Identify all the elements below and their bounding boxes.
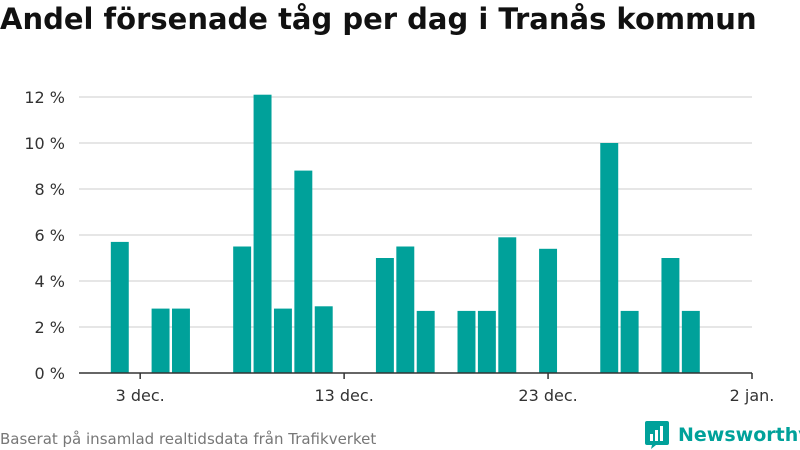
bar	[620, 310, 639, 373]
y-tick-label: 10 %	[24, 134, 65, 153]
bar	[396, 246, 415, 373]
bar	[681, 310, 700, 373]
y-tick-label: 6 %	[35, 226, 65, 245]
y-tick-label: 8 %	[35, 180, 65, 199]
bar	[314, 306, 333, 373]
y-tick-label: 0 %	[35, 364, 65, 383]
newsworthy-logo-icon	[645, 421, 669, 449]
source-note: Baserat på insamlad realtidsdata från Tr…	[0, 430, 377, 448]
bar	[273, 308, 292, 373]
y-tick-label: 12 %	[24, 88, 65, 107]
x-tick-label: 13 dec.	[314, 386, 373, 405]
bar	[253, 94, 272, 373]
x-tick-label: 3 dec.	[116, 386, 165, 405]
bar	[600, 143, 619, 373]
bar-chart: 0 % 2 % 4 % 6 % 8 % 10 % 12 % 3 dec. 13 dec. 23 d…	[24, 88, 774, 405]
bar	[661, 258, 680, 373]
bar	[457, 310, 476, 373]
bar	[477, 310, 496, 373]
chart-title: Andel försenade tåg per dag i Tranås kom…	[0, 2, 757, 36]
bar	[539, 248, 558, 373]
brand-name: Newsworthy	[678, 424, 800, 446]
bar	[416, 310, 435, 373]
brand-logo: Newsworthy	[644, 420, 800, 450]
bar	[110, 241, 129, 373]
x-tick-label: 23 dec.	[518, 386, 577, 405]
bar	[151, 308, 170, 373]
bar	[375, 258, 394, 373]
axes: 0 % 2 % 4 % 6 % 8 % 10 % 12 % 3 dec. 13 dec. 23 d…	[24, 88, 774, 405]
x-tick-label: 2 jan.	[730, 386, 775, 405]
bar	[171, 308, 190, 373]
bar	[294, 170, 313, 373]
bar	[233, 246, 252, 373]
y-tick-label: 4 %	[35, 272, 65, 291]
y-tick-label: 2 %	[35, 318, 65, 337]
bar	[498, 237, 517, 373]
bars	[110, 94, 700, 373]
gridlines	[79, 96, 752, 328]
